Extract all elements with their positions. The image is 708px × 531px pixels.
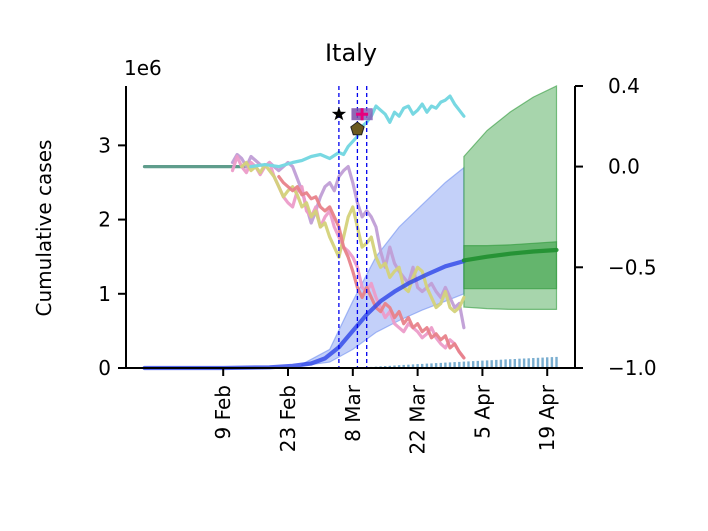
series-line-5	[249, 94, 466, 169]
right-tick-label: −0.5	[608, 255, 657, 279]
marker-pentagon-4	[350, 121, 365, 136]
right-ticks: −1.0 −0.5 0.0 0.4	[575, 74, 657, 380]
y-axis-label: Cumulative cases	[32, 140, 56, 317]
bar	[416, 364, 419, 368]
marker-star-0	[331, 106, 347, 121]
left-ticks: 0 1 2 3	[98, 133, 126, 380]
bar	[555, 356, 558, 368]
bar	[536, 357, 540, 368]
bar	[509, 359, 512, 368]
x-tick-label: 19 Apr	[535, 384, 559, 451]
bar	[532, 358, 535, 368]
bar	[472, 361, 475, 368]
bar	[476, 360, 479, 368]
bar	[546, 357, 549, 368]
bar	[388, 365, 391, 368]
series-line-2	[230, 154, 466, 360]
left-tick-label: 0	[98, 356, 111, 380]
x-tick-label: 23 Feb	[276, 385, 300, 452]
series-line-6	[142, 259, 466, 371]
bar	[541, 357, 544, 368]
right-tick-label: 0.4	[608, 74, 640, 98]
chart-title: Italy	[325, 39, 377, 67]
bar	[513, 359, 516, 368]
bar	[462, 361, 466, 368]
x-tick-label: 8 Mar	[341, 384, 365, 442]
bar	[467, 361, 470, 368]
bar	[393, 365, 396, 368]
bar	[453, 362, 456, 368]
bar	[448, 362, 452, 368]
series-layer	[142, 94, 559, 371]
markers-layer	[331, 106, 373, 136]
right-tick-label: 0.0	[608, 155, 640, 179]
bars-layer	[360, 356, 558, 368]
bar	[425, 363, 429, 368]
series-line-7	[461, 247, 559, 263]
left-tick-label: 2	[98, 208, 111, 232]
bar	[439, 362, 442, 368]
bar	[421, 363, 424, 368]
right-tick-label: −1.0	[608, 356, 657, 380]
y-offset-label: 1e6	[124, 56, 162, 80]
bar	[490, 360, 493, 368]
bar	[407, 364, 410, 368]
bar	[397, 365, 401, 368]
axes	[125, 86, 576, 369]
left-tick-label: 3	[98, 133, 111, 157]
vlines-layer	[338, 86, 368, 368]
bar	[402, 364, 405, 368]
bar	[458, 361, 461, 368]
bar	[430, 363, 433, 368]
bar	[411, 364, 415, 368]
x-ticks: 9 Feb 23 Feb 8 Mar 22 Mar 5 Apr 19 Apr	[211, 368, 559, 455]
bar	[518, 358, 521, 368]
marker-plus-3	[356, 108, 369, 121]
bar	[527, 358, 530, 368]
bar	[481, 360, 484, 368]
bar	[522, 358, 526, 368]
x-tick-label: 5 Apr	[470, 384, 494, 438]
bar	[495, 359, 498, 368]
bar	[444, 362, 447, 368]
x-tick-label: 22 Mar	[406, 384, 430, 454]
bar	[504, 359, 507, 368]
left-tick-label: 1	[98, 282, 111, 306]
series-line-3	[240, 160, 466, 314]
bar	[485, 360, 489, 368]
series-line-4	[277, 175, 466, 360]
bar	[499, 359, 503, 368]
x-tick-label: 9 Feb	[211, 385, 235, 440]
bar	[550, 357, 554, 368]
bar	[434, 363, 438, 368]
